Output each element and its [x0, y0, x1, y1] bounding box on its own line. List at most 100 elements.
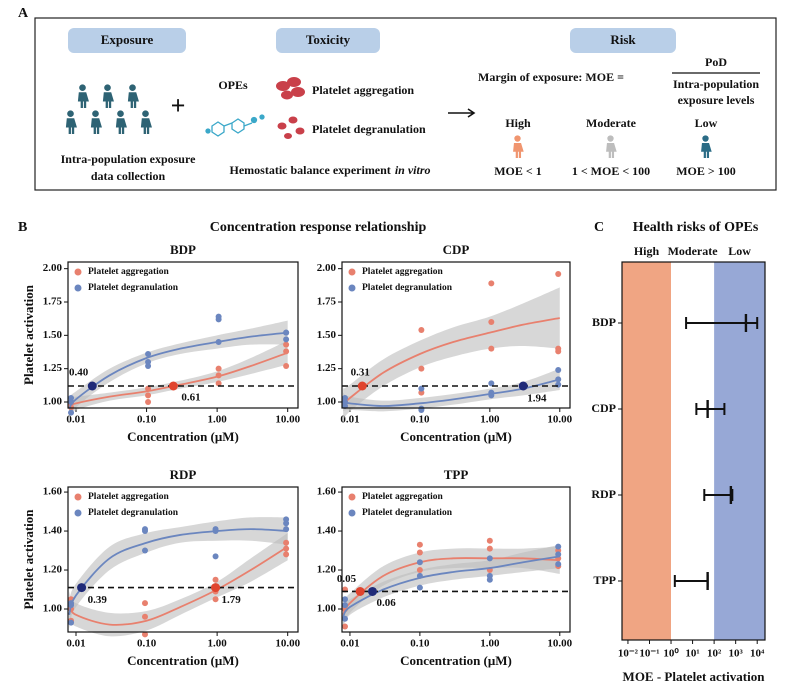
data-point: [416, 584, 423, 591]
x-tick-label: 0.10: [137, 414, 157, 426]
x-tick-label: 0.10: [410, 414, 430, 426]
data-point: [283, 539, 290, 546]
data-point: [416, 572, 423, 579]
y-tick-label: 1.25: [317, 362, 337, 374]
risk-criterion: 1 < MOE < 100: [572, 164, 650, 178]
region-label: High: [634, 244, 660, 258]
data-point: [68, 409, 75, 416]
x-tick-label: 10.00: [275, 638, 300, 650]
header: Risk: [610, 32, 636, 47]
x-tick-label: 0.01: [340, 414, 359, 426]
subplot-title: RDP: [170, 467, 197, 482]
x-tick-label: 0.01: [66, 638, 85, 650]
benchmark-point: [355, 586, 365, 596]
data-point: [212, 596, 219, 603]
plus: +: [171, 91, 186, 120]
plot-frame: [341, 261, 571, 409]
data-point: [212, 576, 219, 583]
benchmark-label: 0.05: [337, 573, 357, 585]
data-point: [418, 385, 425, 392]
formula: Intra-population: [673, 77, 759, 91]
fit-curve: [68, 528, 288, 616]
x-tick-label: 0.10: [410, 638, 430, 650]
data-point: [215, 372, 222, 379]
label: Platelet degranulation: [312, 122, 426, 136]
y-tick-label: 1.20: [43, 564, 63, 576]
data-point: [416, 567, 423, 574]
benchmark-label: 0.61: [181, 392, 200, 404]
fit-curve: [342, 557, 560, 616]
data-point: [283, 363, 290, 369]
x-tick-label: 10.00: [275, 414, 300, 426]
data-point: [488, 345, 495, 352]
data-point: [283, 341, 290, 348]
data-point: [283, 336, 290, 343]
data-point: [555, 561, 562, 568]
data-point: [145, 351, 152, 357]
benchmark-label: 0.31: [351, 367, 370, 379]
legend-label: Platelet degranulation: [88, 508, 179, 518]
fit-curve: [68, 545, 289, 626]
x-axis-label: Concentration (μM): [400, 653, 512, 668]
y-tick-label: 1.40: [43, 525, 63, 537]
x-tick-label: 1.00: [208, 638, 228, 650]
data-point: [283, 551, 290, 558]
data-point: [342, 596, 349, 603]
y-tick-label: 1.60: [317, 486, 337, 498]
subplot-title: BDP: [170, 242, 196, 257]
legend-label: Platelet aggregation: [88, 267, 170, 277]
risk-criterion: MOE > 100: [676, 164, 736, 178]
y-tick-label: 2.00: [43, 262, 63, 274]
caption-part: in vitro: [395, 163, 431, 177]
y-tick-label: 1.50: [43, 329, 63, 341]
risk-criterion: MOE < 1: [494, 164, 542, 178]
benchmark-point: [518, 381, 528, 391]
confidence-band: [343, 287, 560, 421]
x-tick-label: 10⁻²: [618, 648, 639, 660]
plot-frame: [341, 486, 571, 633]
panel-label: B: [18, 220, 27, 235]
panel-label: C: [594, 220, 604, 235]
x-tick-label: 1.00: [208, 414, 228, 426]
header: Exposure: [101, 32, 154, 47]
x-tick-label: 10⁴: [750, 648, 765, 660]
formula: Margin of exposure: MOE =: [478, 70, 624, 84]
x-tick-label: 10.00: [547, 414, 572, 426]
data-point: [555, 367, 562, 373]
data-point: [418, 365, 425, 372]
formula: PoD: [705, 55, 727, 69]
plot-frame: [67, 486, 299, 633]
data-point: [416, 549, 423, 556]
panel-frame: [34, 17, 777, 191]
y-tick-label: 1.00: [43, 603, 63, 615]
data-point: [141, 526, 148, 533]
header-pill: [276, 28, 380, 53]
data-point: [141, 547, 148, 554]
subplot-title: TPP: [444, 467, 469, 482]
benchmark-point: [211, 583, 221, 593]
data-point: [212, 553, 219, 560]
data-point: [488, 389, 495, 396]
confidence-band: [69, 340, 288, 416]
y-tick-label: 1.20: [317, 564, 337, 576]
data-point: [283, 545, 290, 552]
fit-curve: [342, 317, 560, 406]
y-tick-label: 2.00: [317, 262, 337, 274]
risk-icon: [513, 135, 524, 158]
y-tick-label: 1.60: [43, 486, 63, 498]
data-point: [145, 399, 152, 405]
x-axis-label: MOE - Platelet activation: [623, 669, 766, 684]
fit-curve: [68, 331, 288, 410]
fit-curve: [68, 351, 288, 407]
caption: Intra-population exposure: [61, 152, 196, 166]
benchmark-point: [77, 583, 87, 593]
data-point: [283, 348, 290, 355]
panel-title: Concentration response relationship: [210, 220, 427, 235]
data-point: [145, 392, 152, 399]
rbc-cluster: [276, 77, 305, 100]
subplot: BDP Concentration (μM) Platelet activation…: [21, 242, 301, 444]
caption: Hemostatic balance experiment in vitro: [230, 163, 431, 177]
risk-level: Low: [695, 116, 718, 130]
y-tick-label: 1.00: [317, 603, 337, 615]
